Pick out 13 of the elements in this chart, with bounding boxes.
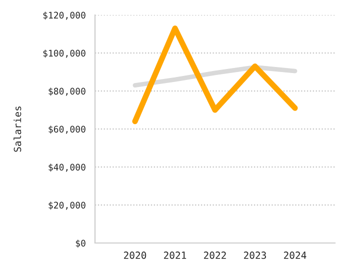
y-tick-label: $120,000 — [43, 12, 86, 20]
y-axis-title: Salaries — [14, 106, 22, 152]
x-tick-label: 2024 — [284, 252, 306, 259]
x-tick-label: 2021 — [164, 252, 186, 259]
y-tick-label: $40,000 — [48, 164, 86, 172]
y-tick-label: $20,000 — [48, 202, 86, 210]
y-tick-label: $80,000 — [48, 88, 86, 96]
y-tick-label: $0 — [76, 240, 86, 248]
x-tick-label: 2023 — [244, 252, 266, 259]
y-tick-label: $100,000 — [43, 50, 86, 58]
x-tick-label: 2020 — [124, 252, 146, 259]
y-tick-label: $60,000 — [48, 126, 86, 134]
x-tick-label: 2022 — [204, 252, 226, 259]
